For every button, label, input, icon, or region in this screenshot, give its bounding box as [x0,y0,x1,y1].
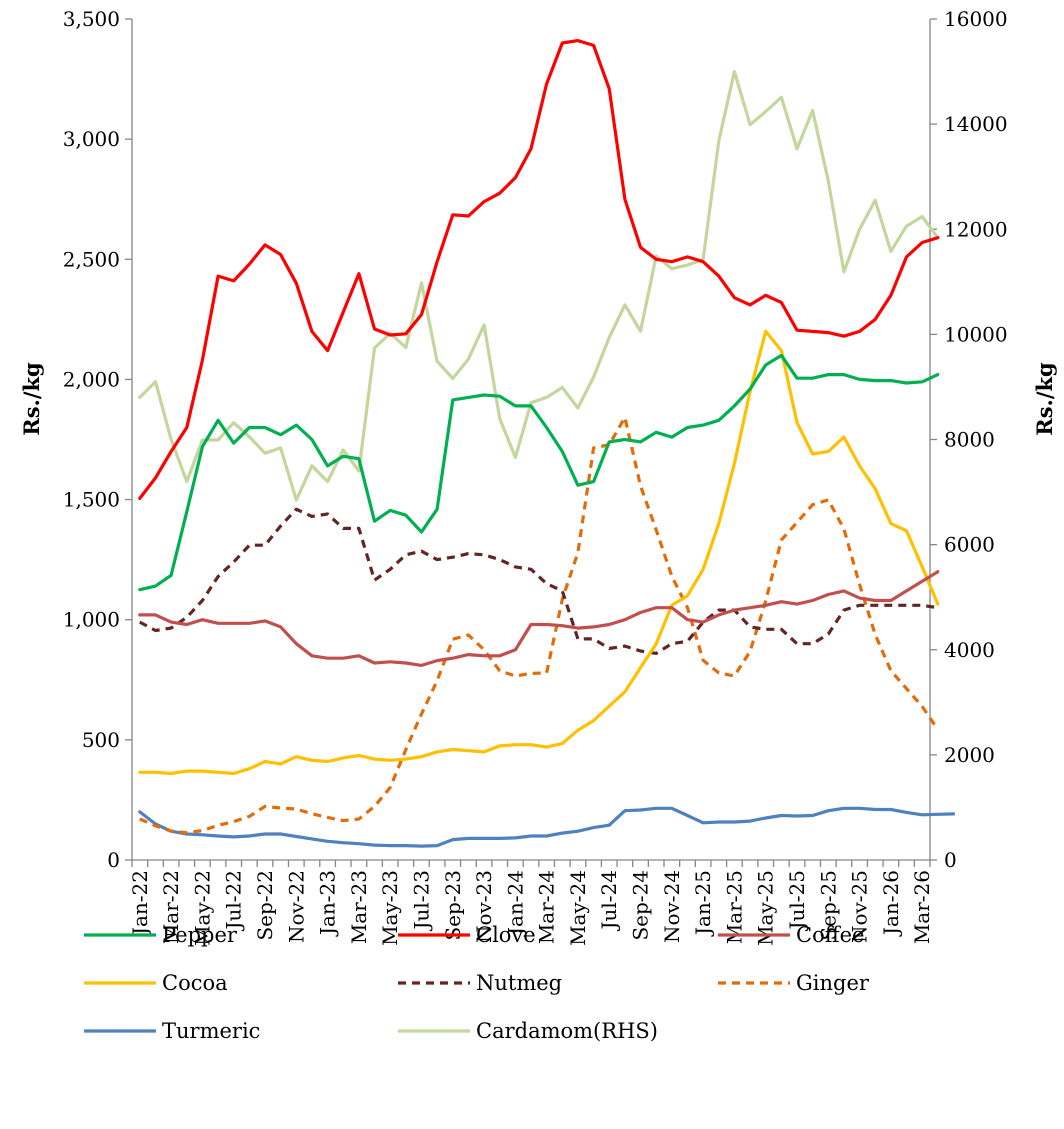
x-tick-label: May-24 [566,870,590,946]
right-y-tick-label: 4000 [944,638,995,662]
x-tick-label: Jan-23 [316,870,340,937]
x-tick-label: Jul-25 [785,870,809,932]
legend-label-ginger: Ginger [796,971,870,995]
x-tick-label: Sep-22 [253,870,277,941]
x-tick-label: Jan-22 [128,870,152,937]
series-line-coffee [138,570,940,668]
right-y-tick-label: 16000 [944,7,1008,31]
x-tick-labels: Jan-22 Mar-22 May-22 Jul-22 Sep-22 Nov-22 Jan-… [128,870,934,946]
x-tick-label: Nov-22 [284,870,308,943]
series-lines [138,38,956,848]
left-y-tick-label: 2,500 [63,247,120,271]
x-tick-label: Mar-24 [535,870,559,944]
x-tick-label: Sep-24 [629,870,653,941]
left-y-tick-label: 0 [107,848,120,872]
x-tick-label: Sep-23 [441,870,465,941]
right-y-tick-label: 6000 [944,533,995,557]
right-y-tick-label: 14000 [944,112,1008,136]
legend-label-cocoa: Cocoa [162,971,228,995]
series-line-nutmeg [139,507,939,656]
x-tick-label: Nov-25 [848,870,872,943]
legend-label-turmeric: Turmeric [162,1019,260,1043]
left-y-tick-label: 2,000 [63,367,120,391]
right-y-tick-label: 2000 [944,743,995,767]
left-y-tick-labels: 0 500 1,000 1,500 2,000 2,500 3,000 3,500 [63,7,120,872]
legend-label-clove: Clove [476,923,536,947]
x-tick-label: Jul-23 [409,870,433,932]
x-tick-label: Mar-25 [722,870,746,944]
legend: Pepper Clove Coffee Cocoa Nutmeg Ginger Turmer… [84,923,870,1043]
right-y-tick-label: 8000 [944,428,995,452]
series-line-ginger [139,415,940,835]
left-y-tick-label: 500 [82,728,120,752]
x-tick-label: Mar-26 [910,870,934,944]
right-y-axis-title: Rs./kg [1032,362,1057,436]
legend-label-cardamom-rhs: Cardamom(RHS) [476,1019,658,1043]
x-tick-label: Jul-24 [597,870,621,932]
x-tick-label: Mar-23 [347,870,371,944]
left-y-tick-label: 1,500 [63,488,120,512]
x-tick-label: May-22 [190,870,214,946]
series-line-turmeric [138,806,956,848]
right-y-tick-label: 12000 [944,217,1008,241]
x-tick-label: Nov-24 [660,870,684,943]
x-tick-label: Sep-25 [816,870,840,941]
series-line-cardamom-rhs [138,69,940,502]
x-tick-label: Nov-23 [472,870,496,943]
right-y-tick-labels: 0 2000 4000 6000 8000 10000 12000 14000 16000 [944,7,1008,872]
left-y-axis-title: Rs./kg [19,362,44,436]
x-tick-label: Mar-22 [159,870,183,944]
series-line-clove [138,38,940,500]
series-line-pepper [138,353,940,592]
left-y-tick-label: 1,000 [63,608,120,632]
x-tick-label: Jan-24 [503,870,527,937]
legend-label-pepper: Pepper [162,923,238,947]
x-tick-label: May-25 [754,870,778,946]
x-tick-label: Jan-26 [879,870,903,937]
left-y-tick-label: 3,500 [63,7,120,31]
right-y-tick-label: 0 [944,848,957,872]
x-tick-label: Jul-22 [222,870,246,932]
right-y-tick-label: 10000 [944,322,1008,346]
left-y-tick-label: 3,000 [63,127,120,151]
x-tick-label: Jan-25 [691,870,715,937]
x-tick-label: May-23 [378,870,402,946]
legend-label-coffee: Coffee [796,923,865,947]
series-line-cocoa [138,329,940,776]
legend-label-nutmeg: Nutmeg [476,971,562,995]
